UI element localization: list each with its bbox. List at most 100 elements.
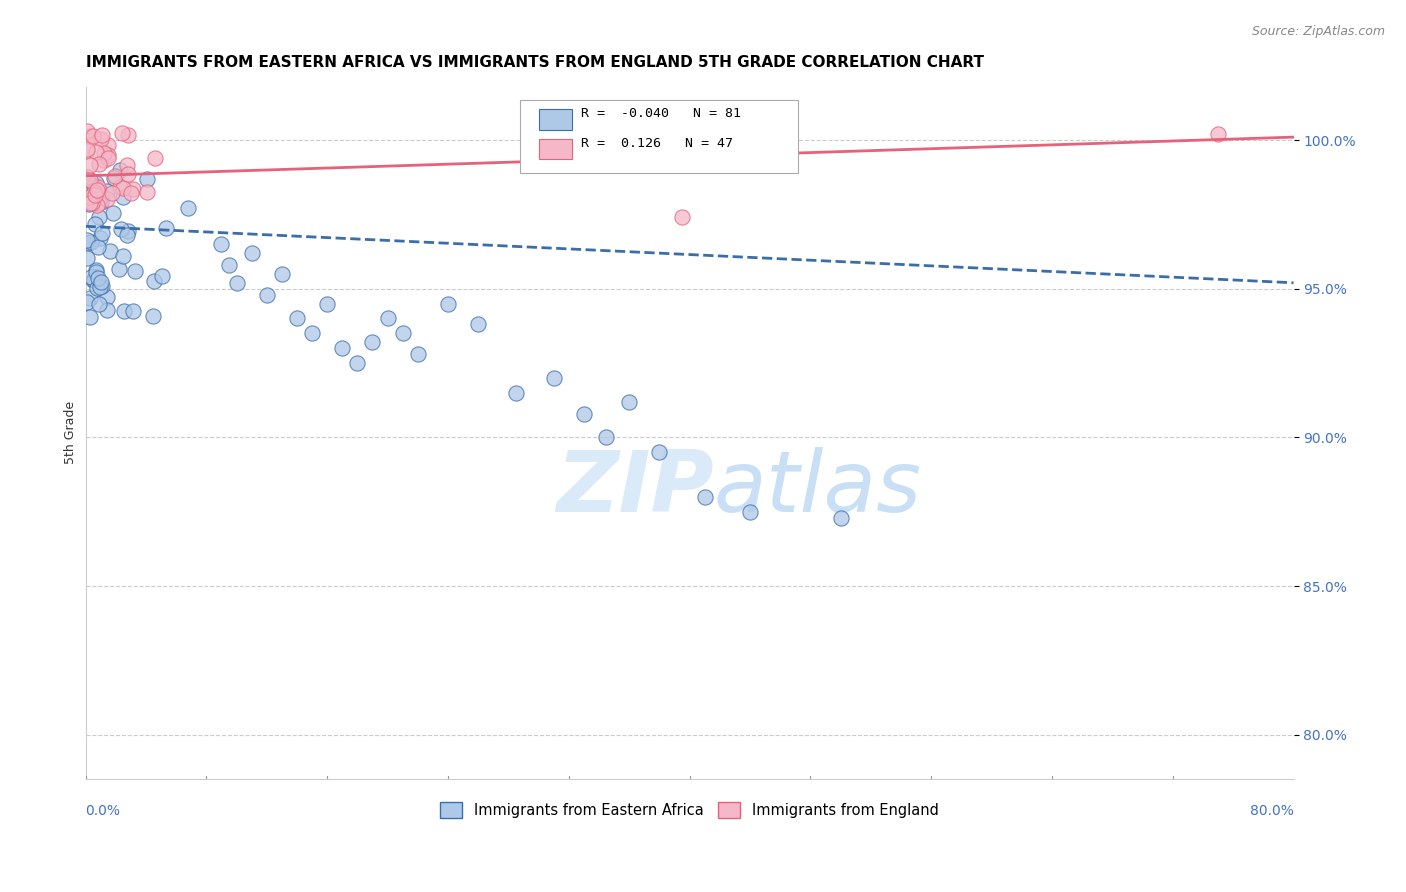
Point (142, 274, 165, 288)
Point (467, 318, 489, 332)
Point (84, 270, 107, 285)
Point (830, 510, 852, 524)
Point (115, 227, 138, 242)
Point (86, 197, 108, 211)
Point (76, 144, 98, 158)
Point (86, 179, 108, 194)
Text: 0.0%: 0.0% (86, 805, 121, 818)
Point (83, 185, 105, 199)
Point (671, 211, 693, 225)
Point (122, 182, 145, 196)
Point (82, 129, 104, 144)
Point (108, 179, 131, 194)
Point (82, 273, 104, 287)
Point (110, 222, 132, 236)
Point (505, 385, 527, 400)
Point (142, 310, 165, 324)
Point (150, 268, 173, 283)
Point (79, 197, 101, 211)
Point (330, 341, 353, 355)
Point (93, 146, 115, 161)
Point (648, 445, 671, 459)
Point (83, 217, 105, 231)
Point (108, 163, 131, 178)
Point (346, 356, 368, 370)
Point (117, 128, 139, 143)
Point (87, 296, 110, 310)
Point (97, 147, 120, 161)
Point (84, 182, 107, 196)
Point (86, 183, 108, 197)
Point (285, 311, 308, 326)
Point (89, 210, 111, 224)
Point (111, 126, 134, 140)
FancyBboxPatch shape (538, 110, 572, 130)
Point (79, 128, 101, 143)
Point (101, 186, 124, 201)
Point (76, 177, 98, 191)
Point (111, 190, 134, 204)
Point (84, 188, 107, 202)
Point (218, 258, 240, 272)
Point (693, 490, 716, 504)
Point (96, 184, 118, 198)
Point (79, 292, 101, 306)
Point (89, 195, 111, 210)
Point (112, 180, 135, 194)
Point (87, 182, 110, 196)
Point (84, 177, 107, 191)
Point (82, 195, 104, 210)
Point (391, 326, 413, 341)
Point (89, 156, 111, 170)
Point (76, 252, 98, 266)
Point (86, 281, 108, 295)
Point (117, 224, 139, 238)
Point (96, 192, 118, 206)
Y-axis label: 5th Grade: 5th Grade (65, 401, 77, 465)
Point (377, 311, 399, 326)
Point (84, 265, 107, 279)
Point (112, 304, 135, 318)
Point (77, 178, 100, 193)
Point (87, 270, 110, 285)
Point (143, 151, 166, 165)
Point (84, 145, 107, 159)
Point (595, 430, 617, 444)
Point (90, 275, 112, 289)
Point (112, 249, 135, 263)
Point (76, 233, 98, 247)
Text: atlas: atlas (714, 447, 922, 530)
Point (90, 132, 112, 146)
Point (437, 296, 460, 310)
Point (90, 227, 112, 241)
Point (96, 302, 118, 317)
Point (79, 269, 101, 284)
Point (90, 188, 112, 202)
Point (177, 201, 200, 215)
Point (738, 505, 761, 519)
Point (209, 237, 232, 252)
Point (361, 335, 384, 350)
Point (79, 310, 101, 324)
Point (256, 287, 278, 301)
FancyBboxPatch shape (538, 138, 572, 160)
Point (135, 172, 157, 186)
Point (89, 231, 111, 245)
Point (120, 186, 142, 200)
Point (96, 290, 118, 304)
FancyBboxPatch shape (520, 101, 799, 173)
Point (91, 128, 114, 142)
Point (76, 169, 98, 184)
Point (79, 173, 101, 187)
Point (316, 296, 339, 310)
Point (115, 158, 138, 172)
Point (84, 263, 107, 277)
Point (90, 278, 112, 293)
Text: ZIP: ZIP (555, 447, 714, 530)
Point (83, 273, 105, 287)
Point (83, 179, 105, 194)
Point (76, 142, 98, 156)
Point (80, 235, 103, 249)
Point (406, 347, 429, 361)
Point (121, 303, 143, 318)
